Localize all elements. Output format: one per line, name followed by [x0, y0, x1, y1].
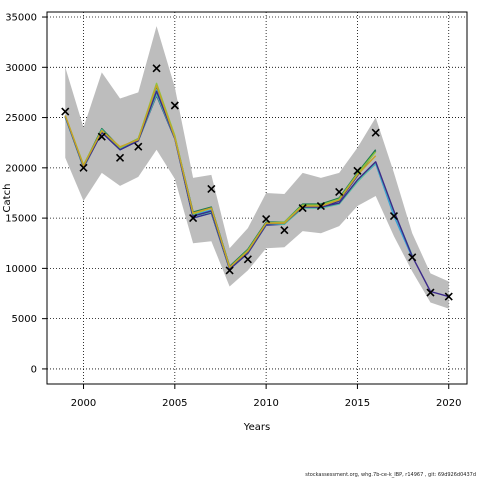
y-tick-label: 25000	[5, 113, 37, 124]
observation-markers	[61, 64, 453, 301]
observation-marker	[115, 153, 125, 162]
observation-marker	[262, 215, 271, 224]
observation-marker	[207, 184, 216, 194]
x-tick-label: 2010	[253, 398, 278, 409]
y-tick-label: 10000	[5, 264, 37, 275]
y-axis-title: Catch	[2, 184, 13, 213]
observation-marker	[353, 166, 362, 175]
y-tick-label: 0	[31, 364, 37, 375]
observation-marker	[316, 201, 325, 211]
grid	[47, 12, 467, 384]
observation-marker	[152, 64, 161, 73]
observation-marker	[371, 128, 380, 137]
x-tick-label: 2015	[345, 398, 370, 409]
y-axis: 0 5000 10000 15000 20000 25000 30000 35000	[5, 13, 47, 375]
y-tick-label: 20000	[5, 163, 37, 174]
footer-text: stockassessment.org, whg.7b-ce-k_IBP, r1…	[305, 472, 476, 478]
confidence-band-area	[65, 26, 449, 309]
observation-marker	[426, 288, 435, 297]
observation-marker	[280, 226, 289, 235]
series-line-7	[64, 84, 377, 269]
observation-marker	[408, 253, 417, 262]
observation-marker	[243, 255, 252, 264]
observation-marker	[189, 214, 198, 223]
observation-marker	[79, 163, 88, 172]
observation-marker	[97, 132, 106, 141]
series-lines	[64, 82, 449, 298]
x-tick-label: 2005	[162, 398, 187, 409]
observation-marker	[134, 142, 143, 151]
observation-marker	[444, 292, 453, 301]
observation-marker	[61, 107, 70, 116]
y-tick-label: 35000	[5, 13, 37, 24]
observation-marker	[298, 203, 307, 213]
observation-marker	[170, 101, 179, 110]
x-axis: 2000 2005 2010 2015 2020	[71, 384, 461, 409]
y-tick-label: 15000	[5, 214, 37, 225]
y-tick-label: 30000	[5, 63, 37, 74]
observation-marker	[225, 266, 234, 275]
y-tick-label: 5000	[12, 314, 37, 325]
observation-marker	[389, 212, 399, 221]
x-tick-label: 2000	[71, 398, 96, 409]
x-axis-title: Years	[243, 422, 270, 433]
plot-frame	[46, 11, 468, 385]
confidence-band	[65, 26, 449, 309]
observation-marker	[335, 187, 344, 197]
x-tick-label: 2020	[436, 398, 461, 409]
